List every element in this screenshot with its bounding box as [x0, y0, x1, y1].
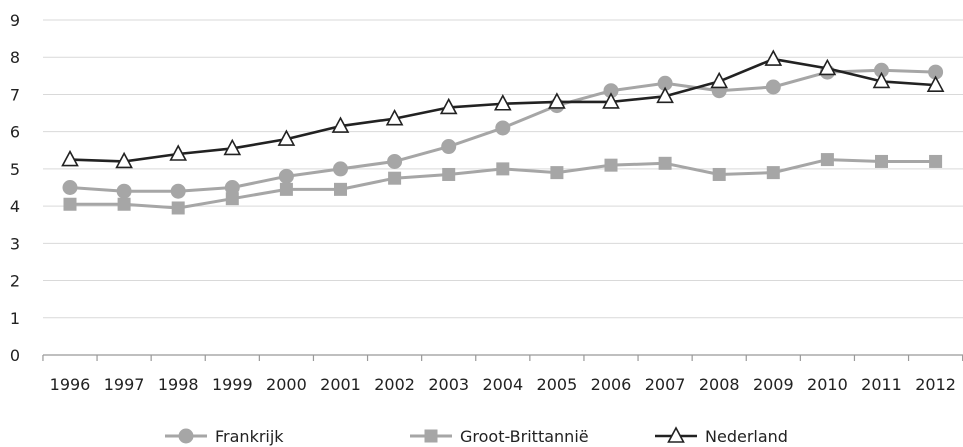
data-point-groot-brittanni--2007 [658, 156, 672, 170]
y-tick-label-4: 4 [10, 197, 20, 216]
data-point-groot-brittanni--2006 [604, 158, 618, 172]
data-point-groot-brittanni--2000 [279, 182, 293, 196]
legend-marker-square-icon [424, 429, 438, 443]
y-tick-label-8: 8 [10, 48, 20, 67]
legend-label: Nederland [705, 427, 788, 446]
data-point-frankrijk-1996 [62, 180, 78, 195]
data-point-nederland-2000 [277, 129, 296, 146]
x-tick-label-2009: 2009 [753, 375, 794, 394]
x-tick-label-2003: 2003 [428, 375, 469, 394]
data-point-groot-brittanni--1998 [171, 201, 185, 215]
data-point-nederland-2008 [710, 71, 729, 89]
x-tick-label-2004: 2004 [482, 375, 523, 394]
x-tick-label-2000: 2000 [266, 375, 307, 394]
legend-item-frankrijk: Frankrijk [165, 427, 284, 446]
axes: 0 1 2 3 4 5 6 7 8 9 1996 1997 1998 1999 2000 2001 2002 20… [10, 11, 963, 394]
x-tick-label-2002: 2002 [374, 375, 415, 394]
data-point-groot-brittanni--1997 [117, 197, 131, 211]
x-tick-label-2011: 2011 [861, 375, 902, 394]
legend-label: Groot-Brittannië [460, 427, 589, 446]
data-point-nederland-2011 [872, 71, 891, 89]
data-point-groot-brittanni--2011 [875, 154, 888, 168]
y-tick-label-7: 7 [10, 85, 20, 104]
data-point-nederland-2003 [439, 97, 458, 115]
data-point-nederland-2005 [548, 92, 566, 109]
data-point-nederland-2006 [602, 92, 620, 109]
data-point-groot-brittanni--2002 [388, 171, 402, 185]
data-point-nederland-1996 [61, 149, 79, 167]
data-point-groot-brittanni--2010 [820, 153, 834, 167]
data-point-groot-brittanni--2003 [442, 167, 456, 181]
series-lines [61, 49, 945, 215]
x-tick-label-2007: 2007 [645, 375, 686, 394]
data-point-groot-brittanni--2005 [550, 166, 564, 180]
y-tick-label-1: 1 [10, 309, 20, 328]
data-point-groot-brittanni--2012 [929, 154, 943, 168]
data-point-nederland-2007 [656, 86, 674, 104]
series-frankrijk [62, 62, 944, 199]
y-tick-label-2: 2 [10, 272, 20, 291]
data-point-frankrijk-2001 [333, 161, 348, 177]
y-tick-label-6: 6 [10, 123, 20, 142]
y-tick-label-9: 9 [10, 11, 20, 30]
data-point-frankrijk-1997 [116, 183, 132, 199]
x-tick-label-2001: 2001 [320, 375, 361, 394]
legend-label: Frankrijk [215, 427, 284, 446]
data-point-frankrijk-2002 [387, 153, 403, 169]
legend-marker-triangle-icon [667, 426, 685, 443]
data-point-frankrijk-2009 [765, 79, 781, 95]
data-point-nederland-2002 [385, 108, 404, 126]
legend-item-nederland: Nederland [655, 426, 788, 446]
y-tick-label-0: 0 [10, 346, 20, 365]
y-tick-label-5: 5 [10, 160, 20, 179]
data-point-nederland-2009 [764, 49, 783, 66]
data-point-groot-brittanni--2004 [496, 162, 510, 176]
x-tick-label-2010: 2010 [807, 375, 848, 394]
data-point-nederland-1998 [169, 144, 188, 161]
legend: Frankrijk Groot-Brittannië Nederland [165, 426, 788, 446]
data-point-groot-brittanni--2001 [334, 182, 347, 196]
data-point-groot-brittanni--1996 [63, 197, 77, 211]
x-tick-label-2008: 2008 [699, 375, 740, 394]
x-tick-label-2005: 2005 [537, 375, 578, 394]
x-tick-label-1999: 1999 [212, 375, 253, 394]
data-point-frankrijk-2004 [495, 120, 511, 136]
x-tick-label-1998: 1998 [158, 375, 199, 394]
data-point-nederland-1997 [115, 151, 133, 169]
series-nederland [61, 49, 945, 169]
series-groot-brittanni- [63, 153, 943, 215]
data-point-frankrijk-2000 [278, 168, 294, 184]
data-point-groot-brittanni--1999 [225, 192, 239, 206]
data-point-nederland-1999 [223, 138, 242, 156]
data-point-nederland-2004 [493, 94, 512, 111]
y-tick-label-3: 3 [10, 234, 20, 253]
data-point-frankrijk-2003 [441, 139, 457, 155]
x-tick-label-2012: 2012 [915, 375, 956, 394]
x-tick-label-1997: 1997 [104, 375, 145, 394]
data-point-nederland-2010 [818, 58, 837, 76]
data-point-groot-brittanni--2008 [712, 167, 726, 181]
x-tick-label-1996: 1996 [50, 375, 91, 394]
legend-marker-circle-icon [178, 428, 194, 444]
legend-item-groot-brittanni-: Groot-Brittannië [410, 427, 589, 446]
data-point-groot-brittanni--2009 [766, 166, 780, 180]
x-tick-label-2006: 2006 [591, 375, 632, 394]
data-point-frankrijk-1998 [170, 183, 186, 199]
data-point-nederland-2012 [926, 75, 945, 92]
data-point-nederland-2001 [331, 116, 350, 133]
